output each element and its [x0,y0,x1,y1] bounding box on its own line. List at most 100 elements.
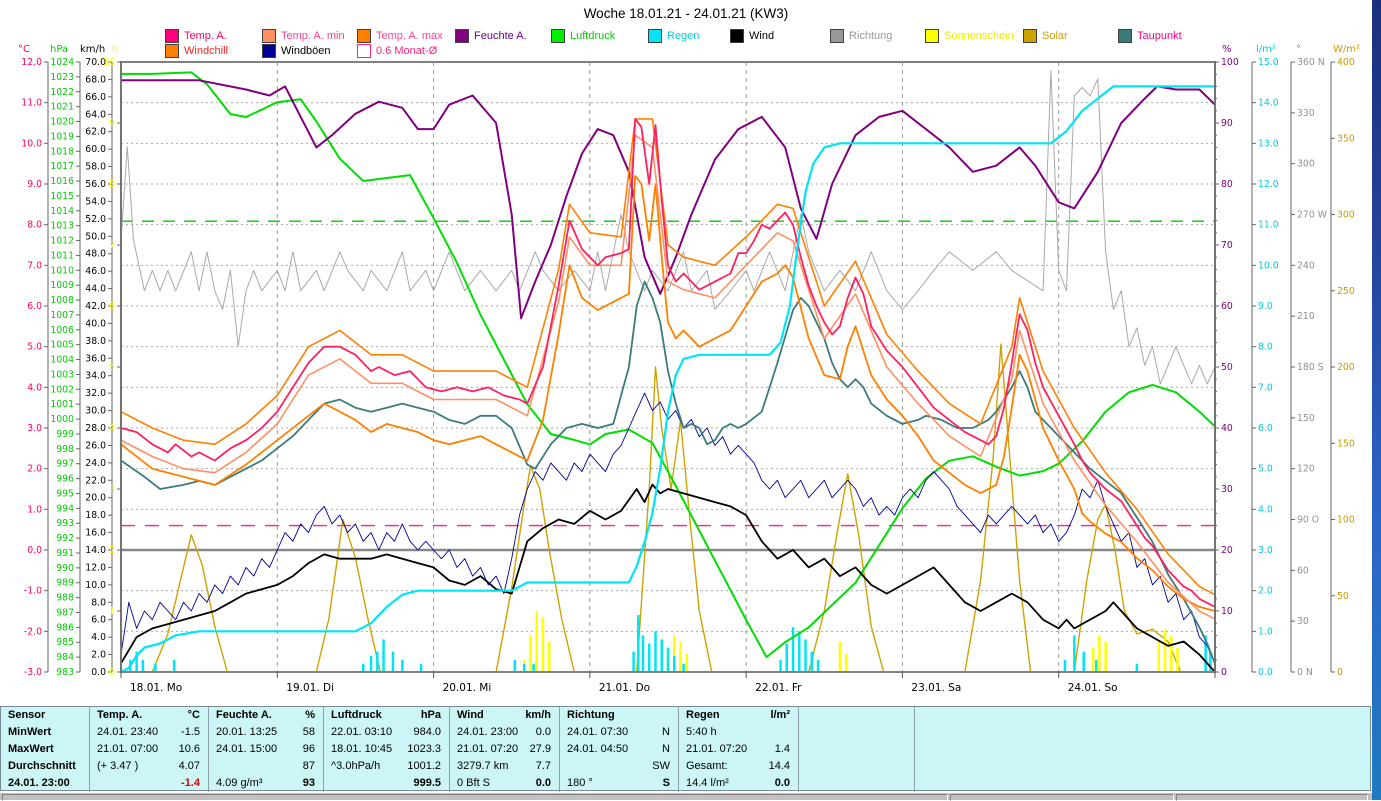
stats-table: Sensor MinWert MaxWert Durchschnitt 24.01. 2… [0,706,1371,792]
svg-text:1010: 1010 [50,265,74,276]
svg-text:1: 1 [109,606,115,617]
stats-cell-value: 58 [302,726,315,738]
legend-item-0-6-monat-[interactable]: 0.6 Monat-Ø [357,44,437,58]
x-tick-label: 21.01. Do [599,682,650,694]
legend-color-box[interactable] [357,44,371,58]
legend-color-box[interactable] [551,29,565,43]
svg-text:-3.0: -3.0 [24,667,42,678]
series-temp-max [120,118,1216,596]
svg-text:7.0: 7.0 [1258,382,1273,393]
svg-text:990: 990 [56,563,74,574]
stats-cell-label: ^3.0hPa/h [331,760,381,772]
svg-text:68.0: 68.0 [85,74,106,85]
legend-item-temp-a-max[interactable]: Temp. A. max [357,29,443,43]
svg-text:1023: 1023 [50,72,74,83]
legend-item-richtung[interactable]: Richtung [830,29,892,43]
legend-color-box[interactable] [830,29,844,43]
svg-text:1.0: 1.0 [1258,626,1273,637]
stats-cell-value: -1.5 [181,726,200,738]
axis-degC: -3.0 -2.0 -1.0 0.0 1.0 2.0 3.0 4.0 5.0 6.0 7.0 8.0 9… [18,44,49,678]
svg-text:4.0: 4.0 [1258,504,1273,515]
legend-item-sonnenschein[interactable]: Sonnenschein [925,29,1014,43]
svg-text:60.0: 60.0 [85,144,106,155]
axis-hPa: 983 984 985 986 987 988 989 990 991 992 993 994 995 9… [50,44,81,678]
svg-text:34.0: 34.0 [85,371,106,382]
svg-text:0: 0 [1221,667,1227,678]
stats-cell-value: 10.6 [178,743,200,755]
svg-text:12.0: 12.0 [85,562,106,573]
svg-text:2.0: 2.0 [1258,586,1273,597]
legend-color-box[interactable] [165,29,179,43]
legend-item-solar[interactable]: Solar [1023,29,1068,43]
svg-text:200: 200 [1337,362,1355,373]
legend-item-temp-a-min[interactable]: Temp. A. min [262,29,345,43]
svg-text:992: 992 [56,533,74,544]
legend-item-windchill[interactable]: Windchill [165,44,228,58]
legend-color-box[interactable] [455,29,469,43]
legend-item-wind[interactable]: Wind [730,29,774,43]
stats-cell-value: l/m² [770,709,790,721]
legend-item-taupunkt[interactable]: Taupunkt [1118,29,1182,43]
svg-text:7: 7 [109,240,115,251]
legend-color-box[interactable] [648,29,662,43]
svg-text:2: 2 [109,545,115,556]
svg-text:28.0: 28.0 [85,423,106,434]
x-axis-labels: 18.01. Mo 19.01. Di 20.01. Mi 21.01. Do 22.0… [120,672,1216,694]
legend-color-box[interactable] [1118,29,1132,43]
stats-row-label: Durchschnitt [8,760,76,772]
svg-text:997: 997 [56,459,74,470]
legend-color-box[interactable] [730,29,744,43]
legend-label: Sonnenschein [944,30,1014,42]
svg-text:2.0: 2.0 [27,464,42,475]
series-luftdruck [121,71,1216,659]
legend-color-box[interactable] [925,29,939,43]
legend-color-box[interactable] [262,44,276,58]
stats-cell-label: 24.01. 23:00 [457,726,519,738]
stats-cell-label: 24.01. 07:30 [567,726,629,738]
svg-text:60: 60 [1297,565,1309,576]
series-feuchte [121,79,1216,320]
legend-item-temp-a-[interactable]: Temp. A. [165,29,227,43]
stats-cell-value: 27.9 [529,743,551,755]
svg-text:5.0: 5.0 [1258,464,1273,475]
svg-text:62.0: 62.0 [85,127,106,138]
svg-text:64.0: 64.0 [85,109,106,120]
axis-unit-pct: % [1222,44,1232,55]
svg-text:3.0: 3.0 [27,423,42,434]
svg-text:300: 300 [1337,210,1355,221]
stats-cell-value: % [305,709,315,721]
svg-text:58.0: 58.0 [85,162,106,173]
legend-item-feuchte-a-[interactable]: Feuchte A. [455,29,527,43]
legend-label: Windchill [184,45,229,57]
stats-cell-label: 0 Bft S [457,777,491,789]
svg-text:1008: 1008 [50,295,74,306]
axis-unit-wm2: W/m² [1333,44,1360,55]
svg-text:4.0: 4.0 [91,632,106,643]
axis-unit-degC: °C [18,44,30,55]
status-bar [0,792,1381,801]
svg-text:1024: 1024 [50,57,74,68]
svg-text:987: 987 [56,607,74,618]
stats-cell-value: S [662,777,670,789]
x-tick-label: 19.01. Di [286,682,334,694]
svg-text:30: 30 [1221,484,1233,495]
stats-cell-label: 21.01. 07:20 [457,743,519,755]
legend-item-regen[interactable]: Regen [648,29,699,43]
legend-color-box[interactable] [357,29,371,43]
legend-color-box[interactable] [165,44,179,58]
svg-text:5: 5 [109,362,115,373]
legend-color-box[interactable] [262,29,276,43]
svg-text:240: 240 [1297,260,1315,271]
svg-text:180 S: 180 S [1297,362,1324,373]
svg-text:330: 330 [1297,108,1315,119]
svg-text:1016: 1016 [50,176,74,187]
series-sonnenschein [522,611,1179,672]
legend-item-windb-en[interactable]: Windböen [262,44,331,58]
legend-item-luftdruck[interactable]: Luftdruck [551,29,615,43]
stats-cell-value: 0.0 [535,777,551,789]
stats-cell-label: Richtung [567,709,615,721]
legend-color-box[interactable] [1023,29,1037,43]
svg-text:4: 4 [109,423,115,434]
svg-text:100: 100 [1337,515,1355,526]
stats-cell-value: 0.0 [774,777,790,789]
